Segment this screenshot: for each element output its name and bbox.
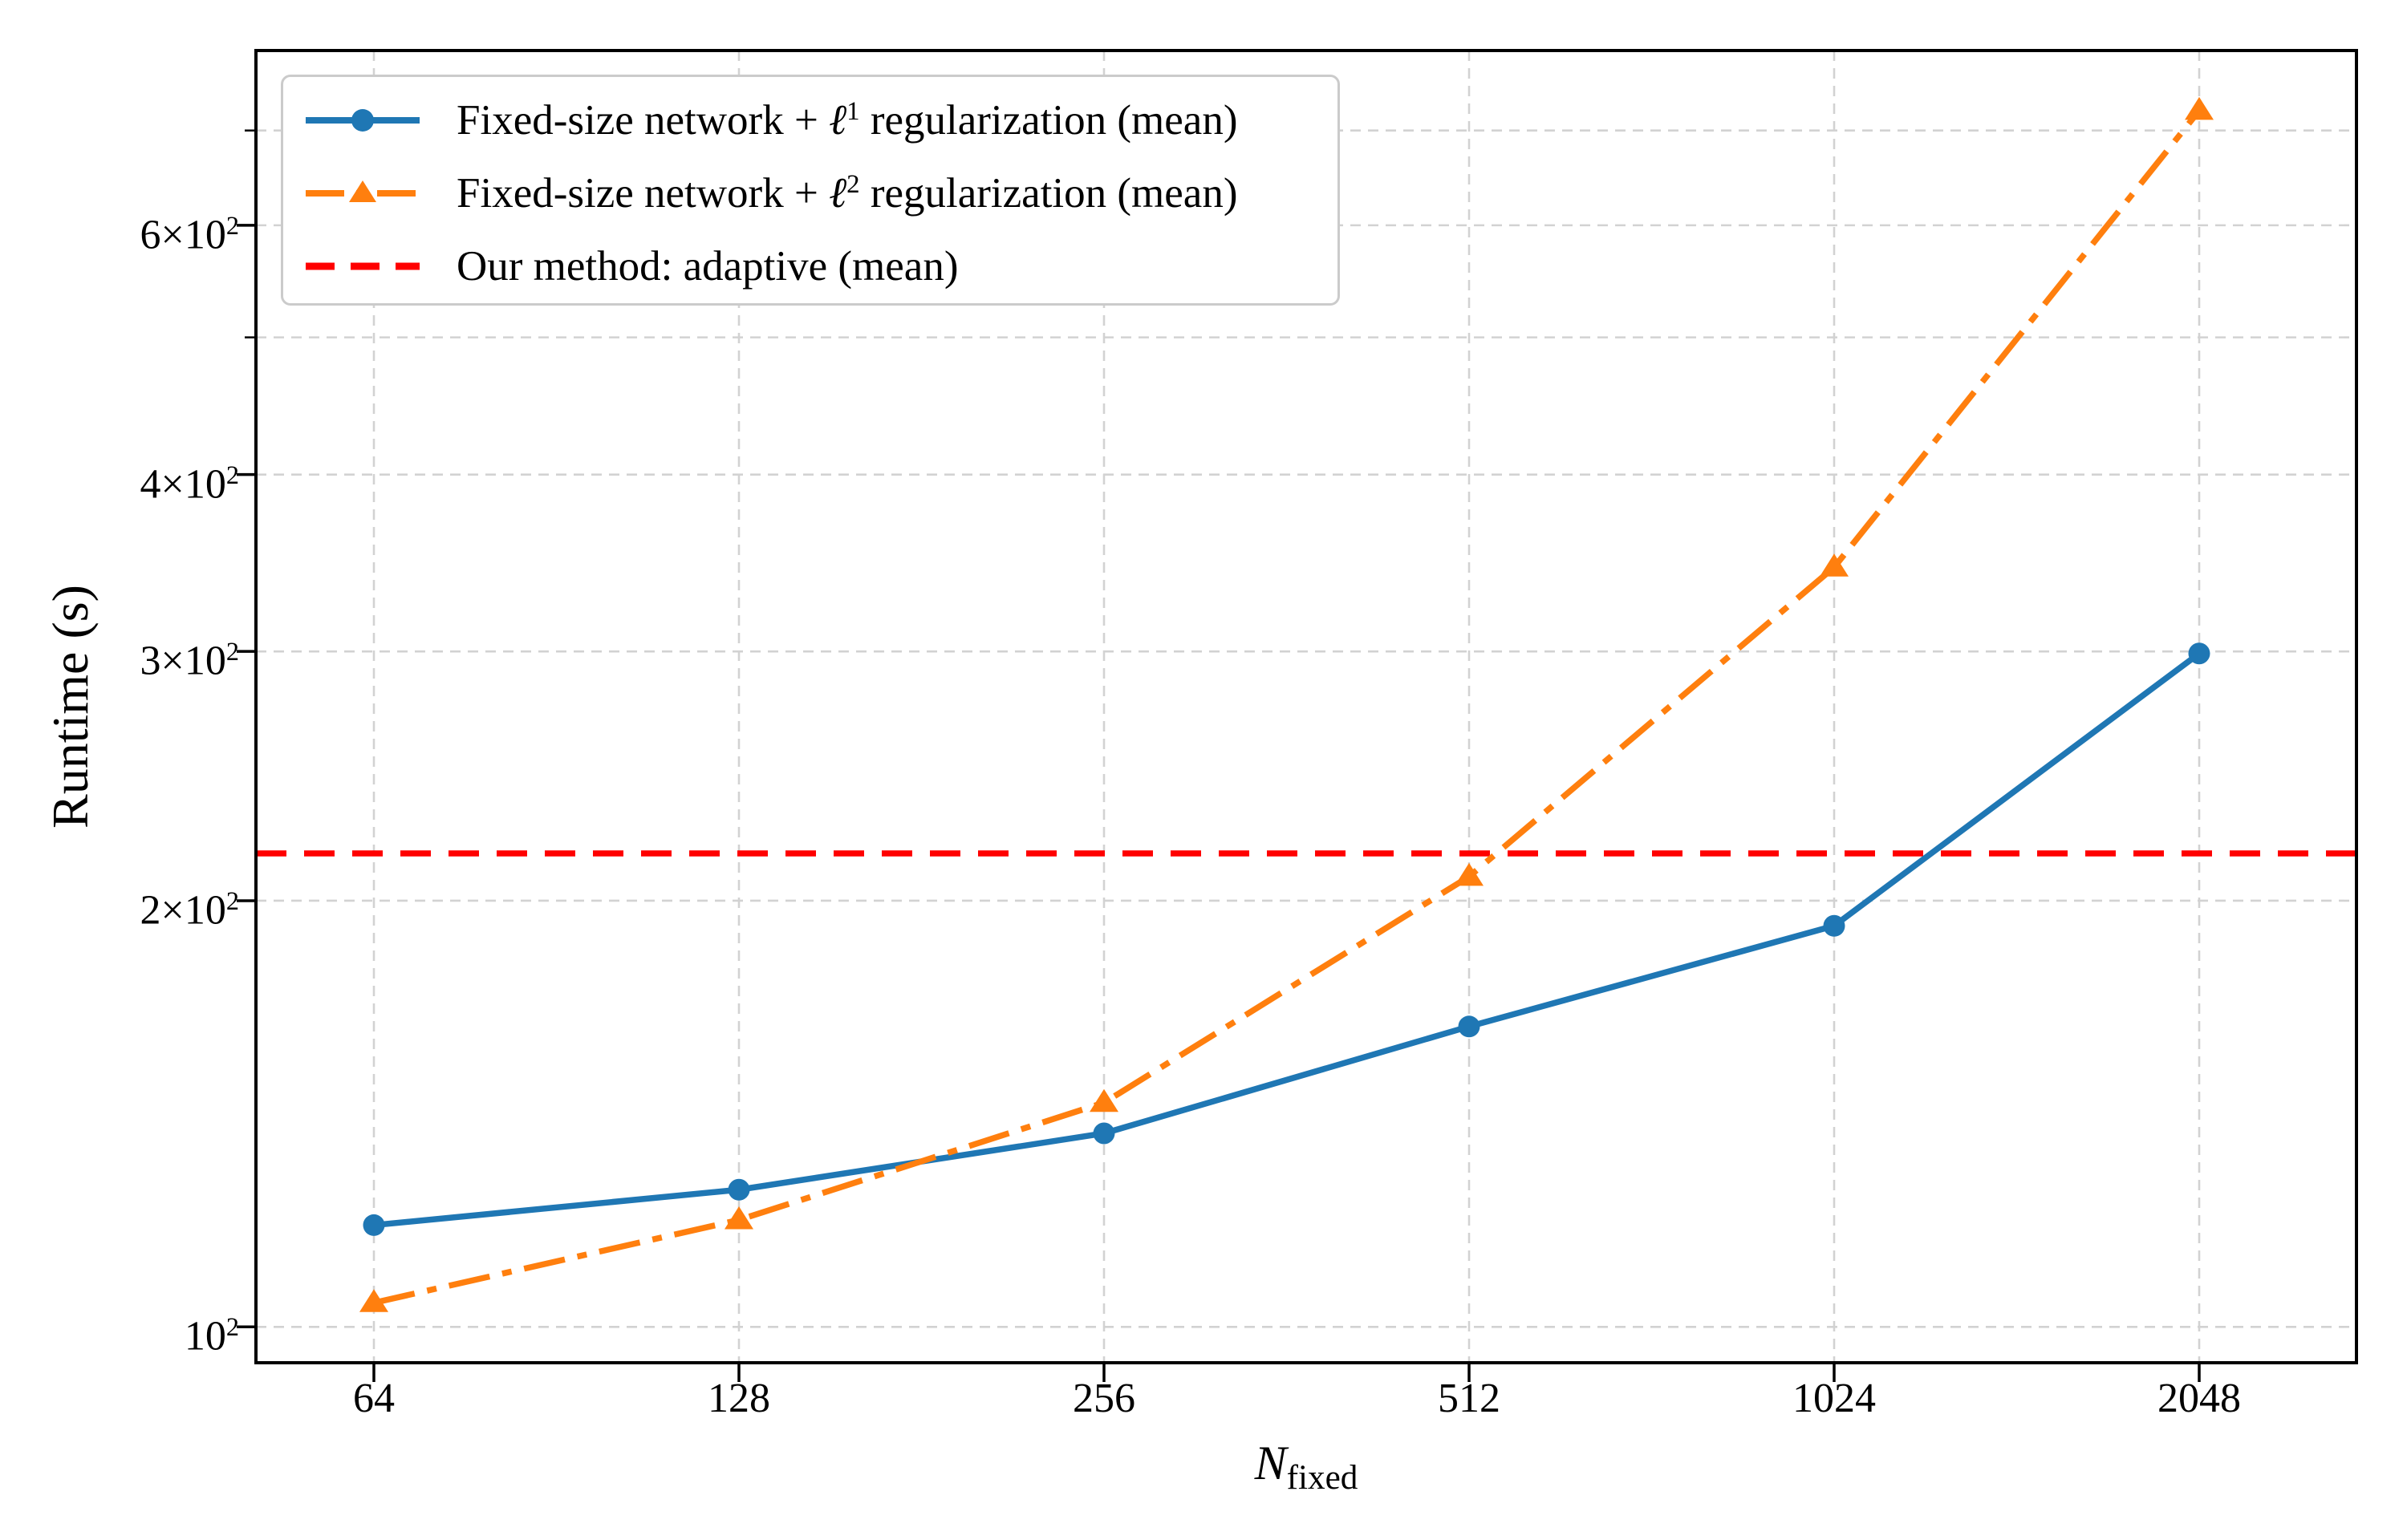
x-tick-label: 512 (1438, 1376, 1500, 1421)
circle-marker (363, 1214, 385, 1236)
legend-box: Fixed-size network + ℓ1 regularization (… (281, 75, 1340, 306)
triangle-marker (1455, 862, 1484, 886)
y-tick-label: 4×102 (140, 460, 239, 508)
legend-label-adaptive: Our method: adaptive (mean) (457, 243, 959, 290)
legend-label-l2: Fixed-size network + ℓ2 regularization (… (457, 169, 1238, 217)
y-tick-label: 2×102 (140, 886, 239, 934)
legend-label-l1: Fixed-size network + ℓ1 regularization (… (457, 96, 1238, 144)
x-tick-label: 128 (708, 1376, 770, 1421)
y-tick-label: 6×102 (140, 210, 239, 258)
circle-marker (1093, 1122, 1115, 1145)
triangle-marker (1820, 553, 1849, 577)
legend-entry-adaptive: Our method: adaptive (mean) (302, 230, 1337, 302)
legend-sample-l2 (306, 180, 420, 202)
triangle-marker (349, 180, 376, 202)
triangle-marker (1090, 1088, 1118, 1112)
circle-marker (2188, 642, 2210, 665)
legend-sample-adaptive (306, 262, 420, 270)
x-tick-label: 64 (353, 1376, 395, 1421)
x-axis-title-subscript: fixed (1286, 1459, 1358, 1497)
triangle-marker (2185, 96, 2214, 120)
y-tick-label: 102 (184, 1312, 239, 1360)
legend-entry-l2: Fixed-size network + ℓ2 regularization (… (302, 157, 1337, 229)
legend-sample-l1 (306, 108, 420, 132)
x-axis-title: Nfixed (1255, 1436, 1358, 1497)
l2-series-line (373, 108, 2202, 1306)
x-tick-label: 2048 (2157, 1376, 2241, 1421)
circle-marker (1458, 1015, 1480, 1038)
circle-marker (1823, 914, 1845, 937)
triangle-marker (359, 1289, 388, 1312)
circle-marker (728, 1178, 750, 1201)
y-tick-label: 3×102 (140, 637, 239, 684)
x-tick-label: 256 (1073, 1376, 1135, 1421)
triangle-marker (725, 1206, 753, 1230)
l1-series-line (373, 650, 2202, 1229)
x-tick-label: 1024 (1792, 1376, 1876, 1421)
x-axis-title-symbol: N (1254, 1437, 1287, 1489)
plot-frame (254, 49, 2358, 1364)
circle-marker (351, 108, 374, 132)
y-axis-title: Runtime (s) (42, 585, 99, 829)
legend-entry-l1: Fixed-size network + ℓ1 regularization (… (302, 84, 1337, 156)
